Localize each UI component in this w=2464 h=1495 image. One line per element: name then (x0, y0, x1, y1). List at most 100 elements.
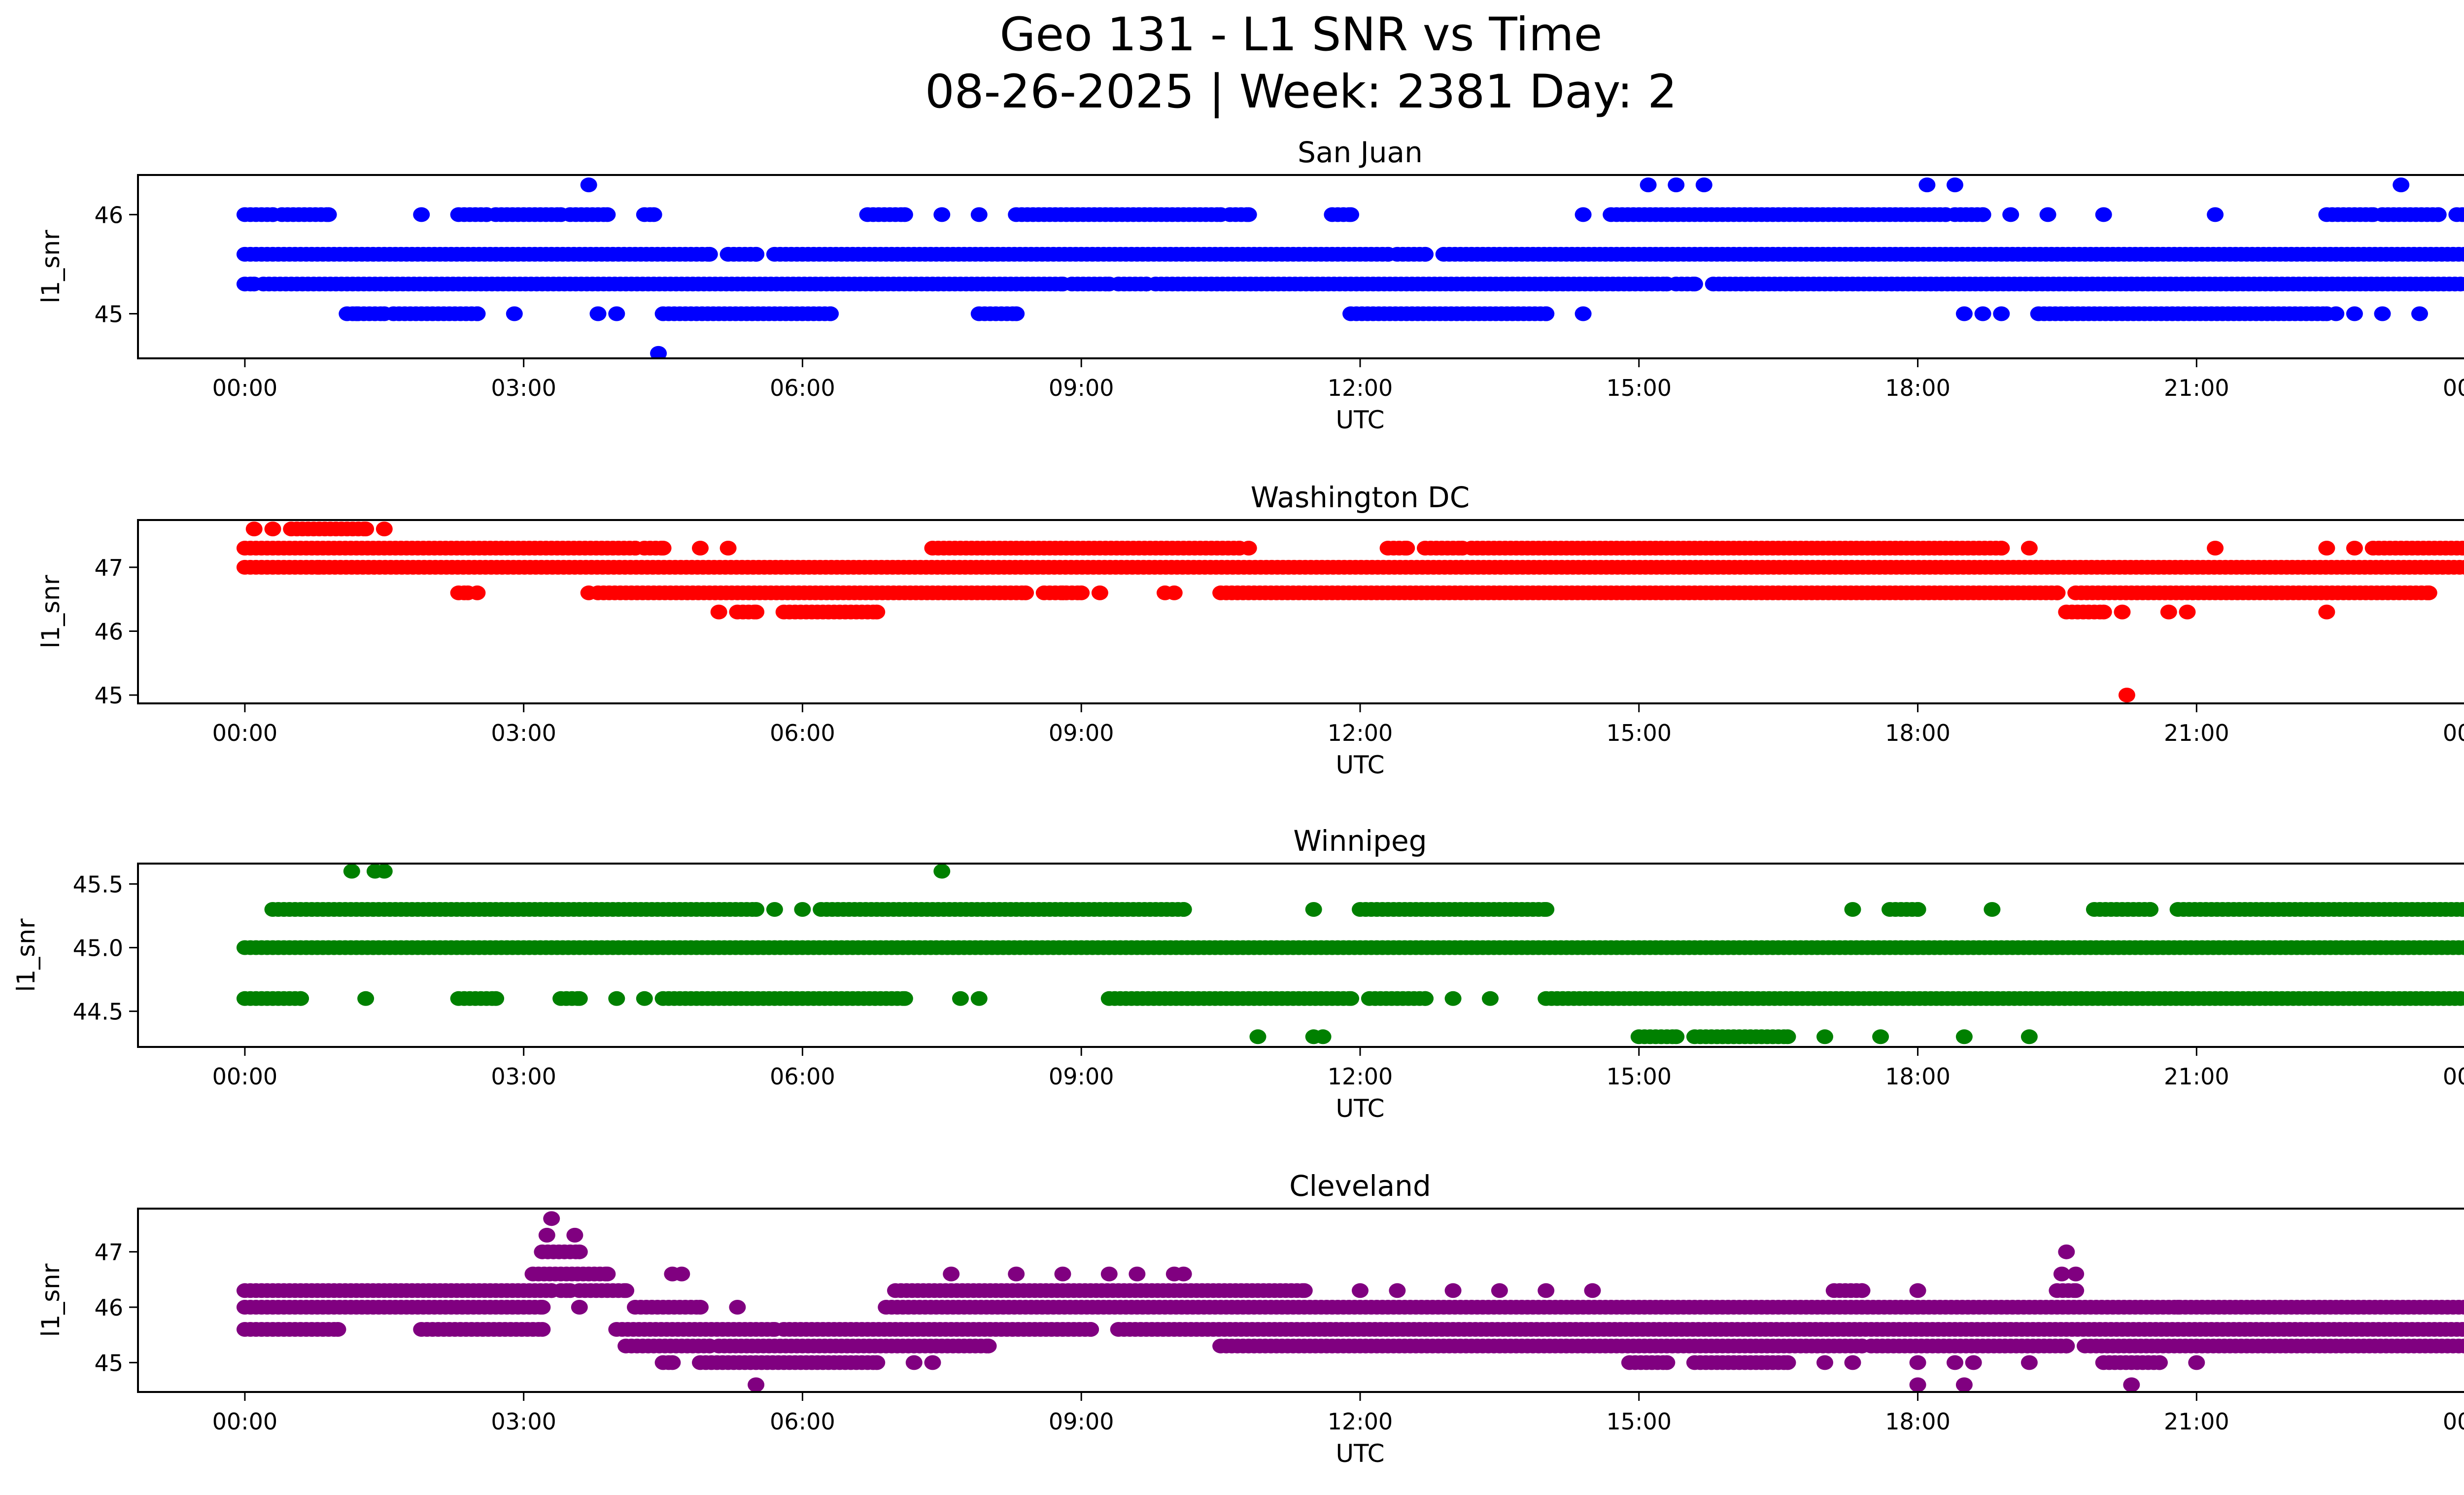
data-point (566, 1227, 583, 1243)
data-point (1082, 1322, 1099, 1337)
figure-title-line1: Geo 131 - L1 SNR vs Time (1000, 8, 1603, 62)
data-point (664, 1355, 681, 1370)
data-point (1054, 585, 1071, 600)
x-tick-label: 12:00 (1328, 720, 1393, 746)
data-point (2411, 306, 2428, 321)
data-point (1574, 306, 1592, 321)
data-point (2420, 585, 2437, 600)
data-point (1974, 207, 1991, 222)
data-point (413, 207, 430, 222)
x-tick-label: 09:00 (1049, 1408, 1114, 1435)
data-point (292, 991, 309, 1006)
data-point (1482, 991, 1499, 1006)
data-point (376, 864, 393, 879)
data-point (1584, 1283, 1601, 1298)
x-axis-label: UTC (1335, 1439, 1384, 1468)
y-tick-label: 44.5 (73, 999, 123, 1025)
data-point (1240, 541, 1257, 556)
data-point (2374, 306, 2391, 321)
data-point (1296, 1283, 1313, 1298)
data-point (645, 207, 662, 222)
data-point (469, 585, 486, 600)
data-point (692, 541, 709, 556)
data-point (1686, 277, 1703, 292)
y-tick-label: 45.5 (73, 871, 123, 898)
data-point (2456, 1300, 2464, 1315)
data-point (924, 1355, 941, 1370)
data-point (571, 1300, 588, 1315)
x-tick-label: 00:00 (212, 720, 278, 746)
data-point (571, 1244, 588, 1259)
panel-title: Washington DC (1251, 481, 1470, 514)
data-point (748, 604, 765, 620)
data-point (2318, 541, 2335, 556)
data-point (2114, 604, 2131, 620)
data-point (933, 207, 951, 222)
data-point (2118, 688, 2135, 703)
data-point (748, 246, 765, 262)
data-point (2179, 604, 2196, 620)
data-point (1816, 1355, 1833, 1370)
data-point (1574, 207, 1592, 222)
data-point (1175, 902, 1192, 917)
data-point (617, 1283, 635, 1298)
y-tick-label: 45 (94, 682, 123, 709)
data-point (1779, 1029, 1796, 1044)
data-point (1305, 902, 1322, 917)
data-point (571, 991, 588, 1006)
x-tick-label: 09:00 (1049, 1063, 1114, 1090)
data-point (650, 346, 667, 358)
data-point (2188, 1355, 2205, 1370)
data-point (1695, 177, 1712, 193)
x-tick-label: 18:00 (1885, 375, 1951, 401)
data-point (729, 1300, 746, 1315)
data-point (719, 541, 737, 556)
data-point (589, 306, 607, 321)
y-tick-label: 45.0 (73, 935, 123, 962)
data-point (868, 604, 886, 620)
data-point (1538, 902, 1555, 917)
x-tick-label: 09:00 (1049, 720, 1114, 746)
data-point (2067, 1266, 2085, 1282)
data-point (1816, 1029, 1833, 1044)
data-point (2458, 991, 2464, 1006)
data-point (636, 991, 653, 1006)
y-tick-label: 45 (94, 1350, 123, 1376)
y-axis-label: l1_snr (36, 230, 65, 303)
x-tick-label: 21:00 (2164, 720, 2229, 746)
data-point (2318, 604, 2335, 620)
y-axis-label: l1_snr (36, 1263, 65, 1337)
x-tick-label: 00:00 (2443, 1063, 2464, 1090)
data-point (933, 864, 951, 879)
data-point (2460, 208, 2464, 221)
scatter-series (236, 522, 2464, 703)
data-point (2207, 541, 2224, 556)
data-point (2461, 942, 2464, 953)
x-tick-label: 00:00 (212, 375, 278, 401)
data-point (1352, 1283, 1369, 1298)
data-point (2458, 277, 2464, 291)
data-point (868, 1355, 886, 1370)
data-point (599, 207, 616, 222)
data-point (1984, 902, 2001, 917)
x-tick-label: 03:00 (491, 1408, 556, 1435)
x-tick-label: 21:00 (2164, 1408, 2229, 1435)
x-tick-label: 12:00 (1328, 1063, 1393, 1090)
data-point (1240, 207, 1257, 222)
data-point (2058, 1338, 2075, 1354)
x-tick-label: 03:00 (491, 720, 556, 746)
data-point (701, 246, 718, 262)
scatter-series (236, 177, 2464, 358)
y-tick-label: 46 (94, 619, 123, 645)
data-point (1091, 585, 1108, 600)
data-point (543, 1211, 560, 1226)
x-tick-label: 18:00 (1885, 1063, 1951, 1090)
y-tick-label: 47 (94, 1239, 123, 1266)
data-point (1165, 585, 1183, 600)
data-point (1538, 1283, 1555, 1298)
y-tick-label: 45 (94, 301, 123, 328)
data-point (1017, 585, 1034, 600)
data-point (357, 522, 375, 537)
data-point (2346, 306, 2363, 321)
x-axis-label: UTC (1335, 751, 1384, 779)
